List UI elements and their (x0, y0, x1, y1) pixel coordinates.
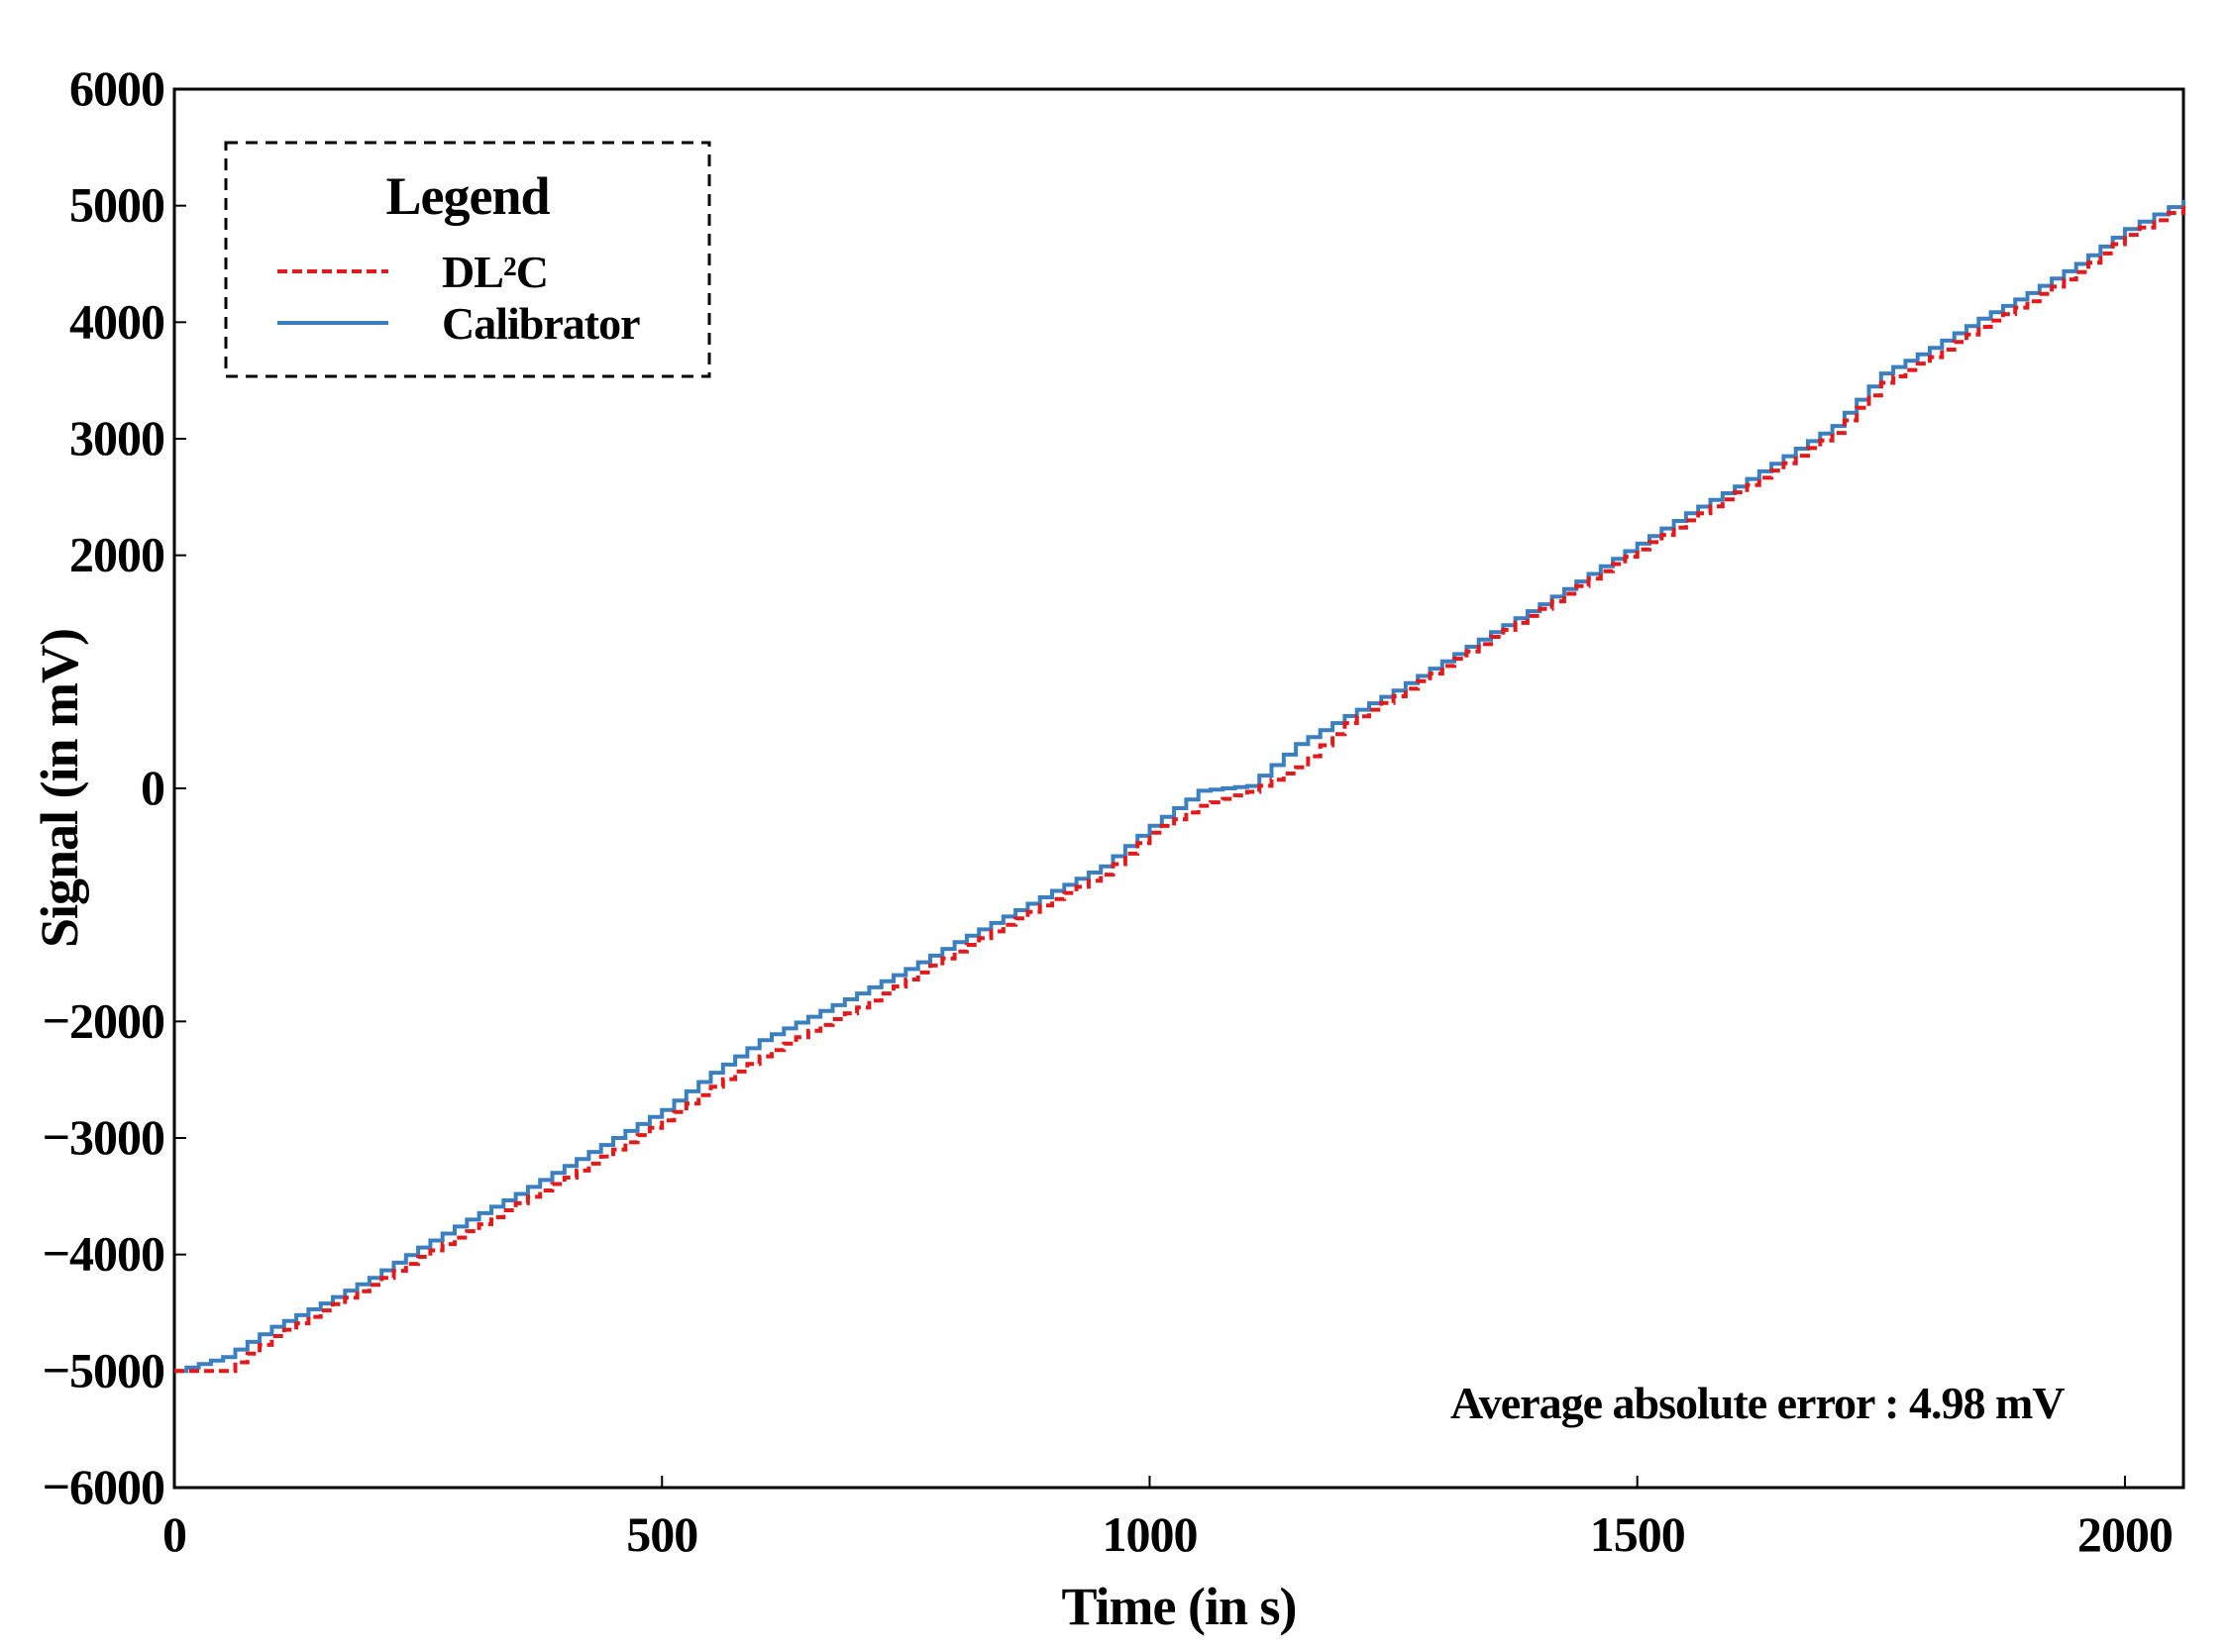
legend-title: Legend (385, 166, 550, 226)
x-tick-label: 2000 (2077, 1506, 2173, 1562)
series-line-dl2c (174, 205, 2185, 1374)
y-tick-label: 6000 (69, 60, 164, 116)
x-axis-ticks: 0 500 1000 1500 2000 (162, 1476, 2174, 1562)
y-tick-label: 0 (141, 760, 164, 815)
x-tick-label: 1500 (1590, 1506, 1685, 1562)
y-tick-label: −3000 (43, 1109, 165, 1165)
y-tick-label: −4000 (43, 1226, 165, 1282)
series-layer (174, 199, 2185, 1374)
y-tick-label: −5000 (43, 1342, 165, 1397)
y-tick-label: 2000 (69, 527, 164, 582)
x-axis-title: Time (in s) (1061, 1577, 1296, 1636)
y-tick-label: −6000 (43, 1459, 165, 1514)
legend-label-calibrator: Calibrator (442, 298, 640, 349)
legend-label-dl2c: DL²C (442, 247, 548, 297)
x-tick-label: 500 (626, 1506, 697, 1562)
y-axis-title: Signal (in mV) (30, 629, 89, 948)
y-tick-label: −2000 (43, 992, 165, 1048)
x-tick-label: 0 (162, 1506, 186, 1562)
y-tick-label: 3000 (69, 410, 164, 465)
legend: Legend DL²C Calibrator (224, 141, 711, 378)
y-tick-label: 4000 (69, 293, 164, 349)
legend-box (224, 141, 711, 378)
average-error-annotation: Average absolute error : 4.98 mV (1450, 1378, 2065, 1428)
y-axis-ticks: −6000 −5000 −4000 −3000 −2000 0 2000 3000 4000 50… (43, 60, 186, 1514)
x-tick-label: 1000 (1102, 1506, 1197, 1562)
y-tick-label: 5000 (69, 177, 164, 233)
